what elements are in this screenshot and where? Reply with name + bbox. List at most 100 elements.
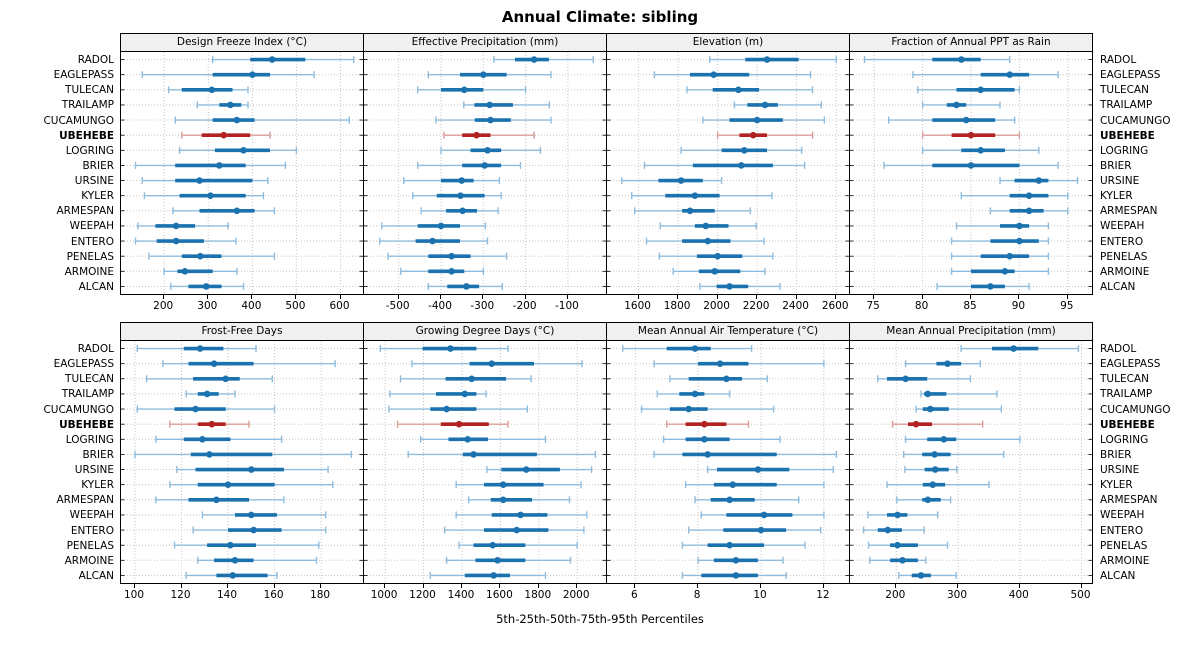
axis-tick (207, 295, 209, 299)
station-labels-left: RADOL EAGLEPASS TULECAN TRAILAMP CUCAMUNGO UB… (38, 33, 120, 295)
panel-mean-annual-precipitation: Mean Annual Precipitation (mm) 200 300 400 5… (849, 322, 1093, 611)
panel-mean-annual-air-temperature: Mean Annual Air Temperature (°C) 6 8 10 12 (606, 322, 850, 611)
axis-tick-label: 85 (963, 300, 977, 312)
axis-tick (634, 584, 636, 588)
station-label: TRAILAMP (1100, 99, 1153, 112)
axis-tick-label: 160 (263, 589, 284, 601)
axis-tick (163, 295, 165, 299)
axis-tick-label: 1800 (524, 589, 552, 601)
station-label: KYLER (1100, 479, 1133, 492)
station-label: URSINE (74, 464, 114, 476)
panel-plot-design-freeze-index (120, 52, 364, 295)
panel-plot-fraction-ppt-rain (849, 52, 1093, 295)
axis-tick-label: 90 (1011, 300, 1026, 312)
station-label: UBEHEBE (1100, 129, 1155, 142)
axis-tick (822, 584, 824, 588)
axis-tick (756, 295, 758, 299)
station-label: PENELAS (1100, 250, 1148, 263)
station-label: ENTERO (1100, 235, 1144, 248)
axis-tick-label: 300 (946, 589, 968, 601)
station-label: PENELAS (1100, 539, 1148, 552)
axis-tick (537, 584, 539, 588)
station-label: BRIER (1100, 448, 1132, 461)
axis-tick (795, 295, 797, 299)
axis-tick (384, 584, 386, 588)
station-label: ARMOINE (64, 265, 114, 278)
station-label: ARMESPAN (56, 205, 114, 218)
axis-tick (251, 295, 253, 299)
station-label: TULECAN (65, 373, 114, 386)
panel-axis-frost-free-days: 100 120 140 160 180 (120, 584, 364, 611)
axis-tick-label: 1400 (447, 589, 475, 601)
axis-tick (422, 584, 424, 588)
station-label: EAGLEPASS (53, 358, 114, 371)
axis-tick (677, 295, 679, 299)
panel-elevation: Elevation (m) 1600 1800 2000 2200 2400 2600 (606, 33, 850, 322)
axis-tick (1066, 295, 1068, 299)
axis-tick (637, 295, 639, 299)
axis-tick (566, 295, 568, 299)
axis-tick (339, 295, 341, 299)
axis-tick-label: -300 (470, 300, 495, 312)
station-label: TRAILAMP (61, 99, 114, 112)
axis-tick-label: 500 (1070, 589, 1091, 601)
axis-tick-label: 200 (885, 589, 906, 601)
station-label: EAGLEPASS (53, 69, 114, 82)
axis-tick-label: -200 (512, 300, 537, 312)
station-label: UBEHEBE (59, 418, 114, 431)
panel-strip: Growing Degree Days (°C) (363, 322, 607, 341)
axis-tick-label: 2200 (742, 300, 770, 312)
panel-plot-growing-degree-days (363, 341, 607, 584)
axis-tick-label: 600 (329, 300, 350, 312)
station-label: EAGLEPASS (1100, 69, 1161, 82)
station-label: CUCAMUNGO (1100, 114, 1171, 127)
axis-tick-label: 1600 (624, 300, 651, 312)
panel-axis-mean-annual-air-temperature: 6 8 10 12 (606, 584, 850, 611)
panel-strip: Effective Precipitation (mm) (363, 33, 607, 52)
station-label: RADOL (1100, 54, 1137, 66)
station-label: ALCAN (78, 569, 114, 582)
panel-design-freeze-index: Design Freeze Index (°C) 200 300 400 500 600 (120, 33, 364, 322)
axis-tick-label: 12 (816, 589, 830, 601)
axis-tick-label: -100 (554, 300, 579, 312)
station-label: ARMOINE (64, 554, 114, 567)
panel-axis-effective-precipitation: -500 -400 -300 -200 -100 (363, 295, 607, 322)
station-label: CUCAMUNGO (43, 403, 114, 416)
panel-plot-frost-free-days (120, 341, 364, 584)
axis-tick (1018, 295, 1020, 299)
station-label: KYLER (81, 190, 114, 203)
station-label: RADOL (77, 343, 114, 355)
station-label: ARMOINE (1100, 265, 1150, 278)
axis-tick-label: 2000 (703, 300, 730, 312)
station-label: TULECAN (1100, 373, 1149, 386)
panel-axis-fraction-ppt-rain: 75 80 85 90 95 (849, 295, 1093, 322)
axis-tick-label: 2400 (782, 300, 809, 312)
station-label: ARMESPAN (1100, 205, 1158, 218)
axis-tick (576, 584, 578, 588)
station-label: PENELAS (66, 539, 114, 552)
panel-rows: RADOL EAGLEPASS TULECAN TRAILAMP CUCAMUNGO UB… (0, 33, 1200, 611)
axis-tick-label: 500 (285, 300, 306, 312)
station-labels-right: RADOL EAGLEPASS TULECAN TRAILAMP CUCAMUNGO UB… (1093, 33, 1171, 295)
station-label: BRIER (82, 448, 114, 461)
panel-row: RADOL EAGLEPASS TULECAN TRAILAMP CUCAMUNGO UB… (38, 33, 1200, 322)
panel-plot-mean-annual-air-temperature (606, 341, 850, 584)
axis-tick (957, 584, 958, 588)
panel-plot-effective-precipitation (363, 52, 607, 295)
station-label: KYLER (1100, 190, 1133, 203)
station-label: PENELAS (66, 250, 114, 263)
axis-tick-label: 1200 (409, 589, 436, 601)
axis-tick-label: 200 (153, 300, 174, 312)
axis-tick-label: 400 (241, 300, 262, 312)
axis-tick (970, 295, 971, 299)
station-label: URSINE (74, 175, 114, 187)
panel-strip: Frost-Free Days (120, 322, 364, 341)
axis-tick (482, 295, 484, 299)
panel-axis-design-freeze-index: 200 300 400 500 600 (120, 295, 364, 322)
panel-strip: Design Freeze Index (°C) (120, 33, 364, 52)
axis-tick (134, 584, 135, 588)
station-label: LOGRING (65, 144, 114, 157)
axis-tick (499, 584, 501, 588)
axis-tick-label: 400 (1008, 589, 1029, 601)
